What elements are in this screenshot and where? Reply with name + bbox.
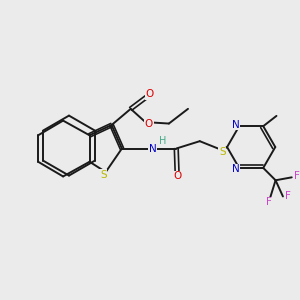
Text: F: F (285, 191, 291, 201)
Text: F: F (266, 197, 272, 207)
Text: O: O (145, 118, 153, 129)
Text: S: S (219, 147, 226, 158)
Text: O: O (146, 89, 154, 99)
Text: O: O (173, 171, 181, 182)
Text: H: H (159, 136, 166, 146)
Text: N: N (149, 143, 157, 154)
Text: N: N (232, 120, 239, 130)
Text: N: N (232, 164, 239, 174)
Text: F: F (294, 171, 300, 181)
Text: S: S (100, 170, 107, 180)
